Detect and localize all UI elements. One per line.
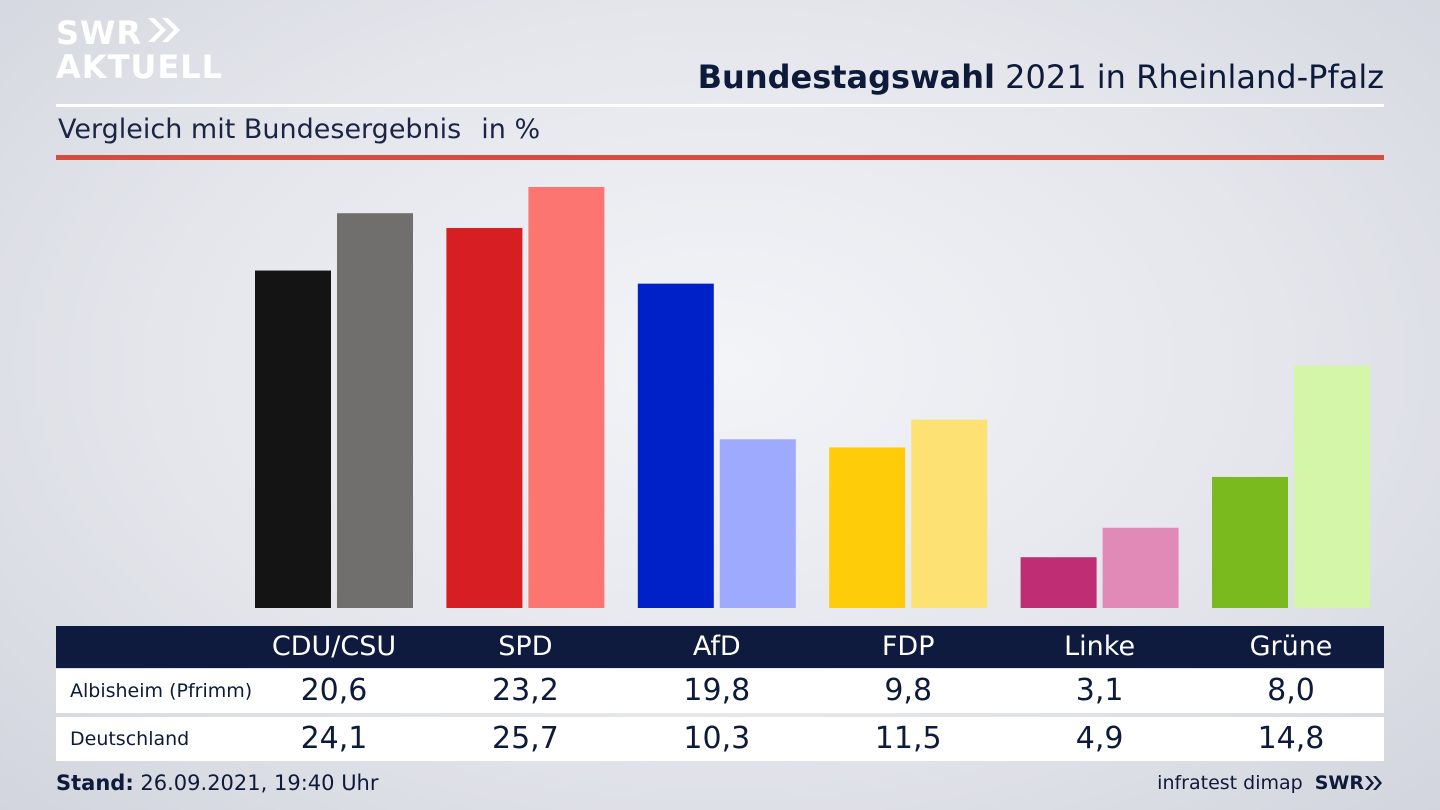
bar-fdp-albisheim [829, 447, 906, 608]
swr-logo: SWR [1315, 772, 1384, 794]
logo-line1: SWR [56, 14, 142, 52]
data-label: 24,1 [300, 721, 368, 756]
source-text: infratest dimap [1157, 772, 1303, 794]
category-label: CDU/CSU [271, 631, 397, 662]
stand-value: 26.09.2021, 19:40 Uhr [140, 771, 379, 795]
title-bold: Bundestagswahl [697, 58, 995, 96]
category-label: Grüne [1249, 631, 1333, 662]
accent-divider [56, 155, 1384, 160]
bar-cdu-csu-deutschland [337, 213, 413, 608]
bar-afd-deutschland [719, 439, 796, 608]
data-label: 3,1 [1075, 673, 1124, 708]
category-label: SPD [498, 631, 553, 662]
data-label: 19,8 [683, 673, 751, 708]
bar-cdu-csu-albisheim [255, 270, 331, 608]
bar-spd-deutschland [528, 187, 605, 608]
data-label: 20,6 [300, 673, 368, 708]
timestamp: Stand: 26.09.2021, 19:40 Uhr [56, 771, 379, 795]
category-label: AfD [692, 631, 741, 662]
table-row: Albisheim (Pfrimm) 20,6 23,2 19,8 9,8 3,1 8,0 [56, 669, 1384, 713]
data-label: 14,8 [1257, 721, 1325, 756]
unit-label: in % [481, 114, 541, 145]
data-label: 25,7 [491, 721, 559, 756]
table-header: CDU/CSU SPD AfD FDP Linke Grüne [56, 626, 1384, 668]
category-label: Linke [1064, 631, 1136, 662]
table-row: Deutschland 24,1 25,7 10,3 11,5 4,9 14,8 [56, 717, 1384, 761]
bar-gr-ne-deutschland [1294, 365, 1370, 608]
bar-linke-deutschland [1102, 527, 1179, 608]
swr-aktuell-logo: SWR AKTUELL [56, 16, 223, 84]
source-credit: infratest dimap SWR [1157, 772, 1384, 794]
row-label: Albisheim (Pfrimm) [70, 680, 253, 702]
subtitle-text: Vergleich mit Bundesergebnis [58, 114, 462, 145]
row-label: Deutschland [70, 728, 190, 750]
chart-subtitle: Vergleich mit Bundesergebnis in % [58, 114, 540, 145]
data-label: 9,8 [884, 673, 933, 708]
data-label: 10,3 [683, 721, 751, 756]
bar-fdp-deutschland [911, 419, 988, 608]
bar-spd-albisheim [446, 227, 523, 608]
category-label: FDP [881, 631, 935, 662]
data-label: 8,0 [1267, 673, 1315, 708]
chevron-double-icon [1365, 776, 1382, 790]
bar-linke-albisheim [1020, 557, 1097, 608]
data-label: 4,9 [1075, 721, 1124, 756]
bar-gr-ne-albisheim [1212, 476, 1288, 608]
chevron-double-icon [146, 16, 182, 50]
title-rest: 2021 in Rheinland-Pfalz [1005, 58, 1384, 96]
data-label: 11,5 [874, 721, 942, 756]
source-brand: SWR [1314, 772, 1364, 794]
data-label: 23,2 [491, 673, 559, 708]
bar-afd-albisheim [637, 283, 714, 608]
chart-title: Bundestagswahl 2021 in Rheinland-Pfalz [698, 58, 1384, 96]
logo-line2: AKTUELL [56, 48, 224, 86]
stand-label: Stand: [56, 771, 134, 795]
title-divider [56, 104, 1384, 107]
